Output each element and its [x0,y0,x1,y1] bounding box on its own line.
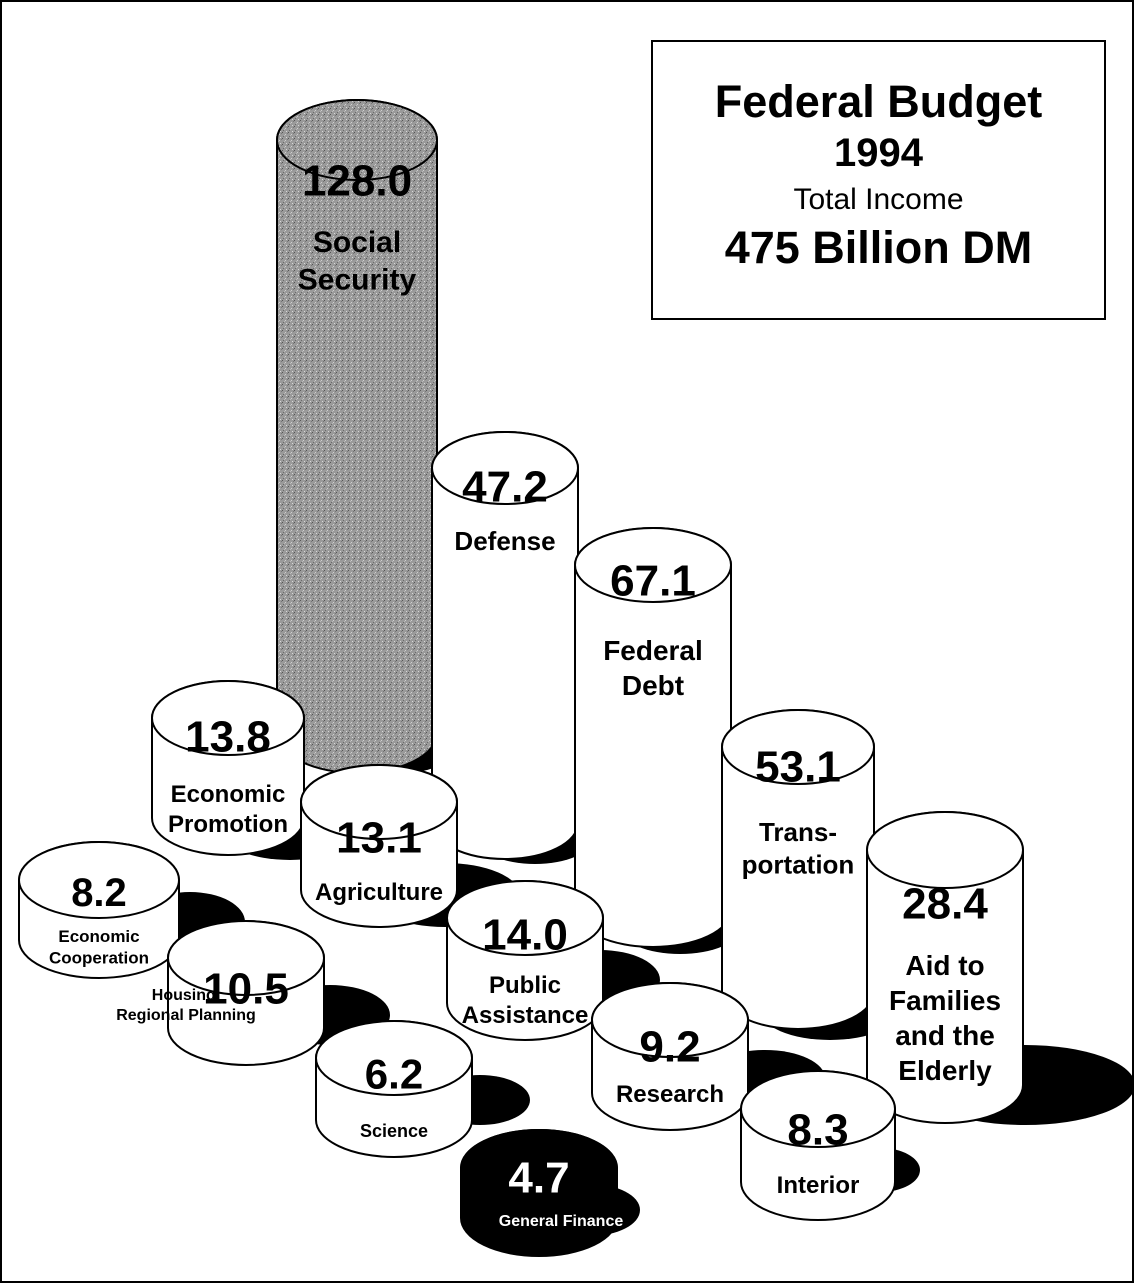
chart-subtitle: Total Income [793,183,964,216]
category-label: Federal Debt [603,635,703,701]
title-box: Federal Budget 1994 Total Income 475 Bil… [651,40,1106,320]
value-label: 8.3 [787,1105,848,1154]
value-label: 13.8 [185,712,271,761]
cylinder-federal-debt: 67.1 Federal Debt [574,527,732,948]
value-label: 8.2 [71,871,127,915]
category-label: General Finance [499,1213,624,1230]
cylinder-top [460,1129,618,1207]
cylinder-aid-to-families-and-the-elderly: 28.4 Aid to Families and the Elderly [866,811,1024,1124]
cylinder-top [574,527,732,603]
category-label: Agriculture [315,879,443,906]
category-label: Economic Promotion [168,781,288,838]
category-label: Housing, Regional Planning [116,987,256,1024]
category-label: Interior [777,1172,860,1199]
category-label: Trans-portation [742,817,855,880]
cylinder-research: 9.2 Research [591,982,749,1131]
cylinder-general-finance: 4.7 General Finance [460,1129,624,1257]
value-label: 53.1 [755,742,841,791]
value-label: 10.5 [203,964,289,1013]
cylinder-top [315,1020,473,1096]
value-label: 28.4 [902,879,988,928]
cylinder-top [300,764,458,840]
category-label: Social Security [298,226,417,297]
cylinder-top [866,811,1024,889]
value-label: 13.1 [336,813,422,862]
cylinder-top [151,680,305,756]
cylinder-transportation: 53.1 Trans-portation [721,709,875,1030]
cylinder-public-assistance: 14.0 Public Assistance [446,880,604,1041]
cylinder-top [591,982,749,1058]
value-label: 9.2 [639,1022,700,1071]
category-label: Economic Cooperation [49,927,149,967]
value-label: 14.0 [482,910,568,959]
chart-total: 475 Billion DM [724,222,1033,273]
cylinder-top [740,1070,896,1148]
cylinder-economic-cooperation: 8.2 Economic Cooperation [18,841,180,979]
chart-year: 1994 [834,131,923,175]
cylinder-defense: 47.2 Defense [431,431,579,860]
category-label: Research [616,1081,724,1108]
cylinder-top [167,920,325,996]
cylinder-social-security: 128.0 Social Security [276,99,438,774]
category-label: Public Assistance [462,972,589,1029]
category-label: Defense [454,526,555,556]
cylinder-top [18,841,180,919]
cylinder-interior: 8.3 Interior [740,1070,896,1221]
category-label: Aid to Families and the Elderly [889,950,1001,1086]
value-label: 4.7 [508,1153,569,1202]
cylinder-top [431,431,579,505]
value-label: 47.2 [462,462,548,511]
cylinder-top [446,880,604,956]
value-label: 6.2 [365,1051,423,1098]
cylinder-economic-promotion: 13.8 Economic Promotion [151,680,305,856]
value-label: 67.1 [610,556,696,605]
cylinder-top [721,709,875,785]
cylinder-agriculture: 13.1 Agriculture [300,764,458,928]
bars-layer: 128.0 Social Security 47.2 Defense 67.1 Federa… [18,99,1024,1257]
cylinder-science: 6.2 Science [315,1020,473,1158]
category-label: Science [360,1121,428,1141]
value-label: 128.0 [302,156,412,205]
cylinder-top [276,99,438,181]
chart-title: Federal Budget [714,76,1043,127]
